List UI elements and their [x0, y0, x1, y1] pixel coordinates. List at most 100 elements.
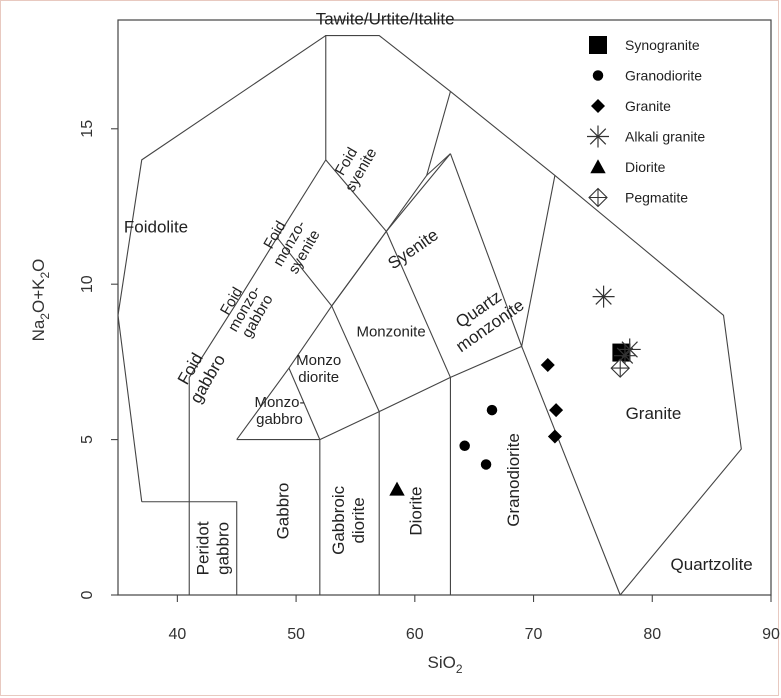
- legend-label-granite: Granite: [625, 98, 671, 114]
- data-point-granite-shape: [540, 358, 555, 372]
- field-boundary: [325, 91, 451, 233]
- field-label-line: Tawite/Urtite/Italite: [316, 9, 455, 28]
- field-label-line: Gabbroic: [329, 485, 348, 554]
- field-label-line: Gabbro: [274, 483, 293, 540]
- field-label-line: Peridot: [194, 521, 213, 575]
- field-boundary: [319, 411, 380, 441]
- legend-symbol: [589, 36, 607, 54]
- y-axis-title-part: 2: [38, 272, 52, 279]
- field-label-line: Syenite: [384, 225, 441, 273]
- field-boundary: [378, 345, 621, 596]
- x-tick-label: 70: [525, 626, 543, 643]
- y-tick-label: 15: [79, 120, 96, 138]
- legend-symbol-shape: [591, 99, 605, 113]
- data-point-granodiorite-shape: [480, 459, 492, 470]
- data-point-granodiorite: [459, 440, 470, 452]
- y-tick-label: 5: [79, 435, 96, 444]
- legend-label-alkali-granite: Alkali granite: [625, 129, 705, 145]
- legend-symbol: [592, 70, 604, 81]
- legend-symbol: [591, 99, 605, 113]
- legend-symbol-shape: [589, 36, 607, 54]
- y-tick-label: 0: [79, 590, 96, 599]
- field-label-syenite: Syenite: [384, 225, 441, 273]
- legend-symbol: [588, 187, 608, 208]
- data-point-granodiorite: [486, 404, 498, 416]
- data-point-diorite-shape: [389, 481, 405, 496]
- x-tick-label: 40: [168, 626, 186, 643]
- field-boundary: [331, 305, 380, 412]
- field-label-line: Monzonite: [356, 323, 425, 340]
- legend-symbol-shape: [592, 70, 604, 81]
- legend-symbol-stroke: [589, 128, 607, 145]
- legend-symbol-shape: [590, 159, 606, 174]
- field-boundary: [288, 367, 321, 440]
- field-label-diorite: Diorite: [407, 487, 426, 536]
- data-point-granite-shape: [547, 429, 562, 444]
- legend-label-synogranite: Synogranite: [625, 37, 700, 53]
- y-axis-title-part: O+K: [29, 278, 48, 313]
- data-point-granodiorite-shape: [486, 404, 498, 416]
- field-label-line: Diorite: [407, 487, 426, 536]
- field-boundary: [276, 231, 387, 307]
- data-point-diorite: [389, 481, 405, 496]
- y-axis-title-part: O: [29, 259, 48, 272]
- field-label-monzonite: Monzonite: [356, 323, 425, 340]
- plot-area-border: [117, 19, 772, 596]
- field-label-tawite: Tawite/Urtite/Italite: [316, 9, 455, 28]
- data-point-granite: [540, 358, 555, 372]
- x-axis-title-subscript: 2: [456, 662, 463, 676]
- field-boundary: [449, 153, 556, 349]
- field-label-line: Granite: [626, 404, 682, 423]
- data-point-granite-shape: [549, 403, 564, 418]
- field-boundary: [117, 35, 327, 502]
- data-point-granite: [549, 403, 564, 418]
- data-point-alkali-granite: [592, 285, 615, 308]
- field-label-line: Quartzolite: [671, 555, 753, 574]
- y-axis-title-part: Na: [29, 319, 48, 341]
- data-point-pegmatite: [610, 358, 630, 378]
- data-point-alkali-granite: [618, 338, 641, 361]
- field-boundary: [141, 501, 238, 595]
- data-point-alkali-granite-stroke: [595, 288, 612, 305]
- field-label-line: Monzo: [296, 352, 341, 369]
- legend-symbol: [587, 125, 609, 148]
- legend-label-granodiorite: Granodiorite: [625, 68, 702, 84]
- field-boundary: [426, 153, 451, 176]
- x-tick-label: 50: [287, 626, 305, 643]
- data-point-granodiorite-shape: [459, 440, 470, 452]
- field-label-line: Monzo-: [254, 394, 304, 411]
- field-label-granodiorite: Granodiorite: [504, 433, 523, 527]
- x-tick-label: 90: [762, 626, 780, 643]
- field-label-granite: Granite: [626, 404, 682, 423]
- y-axis-title-part: 2: [38, 313, 52, 320]
- legend-label-diorite: Diorite: [625, 159, 666, 175]
- y-tick-label: 10: [79, 275, 96, 293]
- data-point-granite: [547, 429, 562, 444]
- field-label-line: gabbro: [256, 411, 303, 428]
- field-label-line: Foidolite: [124, 218, 188, 237]
- field-label-line: diorite: [298, 369, 339, 386]
- field-label-line: diorite: [349, 497, 368, 543]
- field-label-line: gabbro: [214, 522, 233, 575]
- x-tick-label: 60: [406, 626, 424, 643]
- x-axis-title: SiO2: [427, 653, 462, 676]
- field-label-monzogabbro: Monzo-gabbro: [254, 394, 304, 428]
- field-label-gabbro: Gabbro: [274, 483, 293, 540]
- field-label-foidolite: Foidolite: [124, 218, 188, 237]
- field-label-peridot-gabbro: Peridot gabbro: [194, 521, 233, 575]
- legend-symbol: [590, 159, 606, 174]
- field-label-gabbroic-diorite: Gabbroic diorite: [329, 485, 368, 554]
- field-boundary: [188, 34, 742, 596]
- x-tick-label: 80: [643, 626, 661, 643]
- y-axis-title: Na2O+K2O: [29, 259, 52, 342]
- field-label-line: Granodiorite: [504, 433, 523, 527]
- field-label-quartzolite: Quartzolite: [671, 555, 753, 574]
